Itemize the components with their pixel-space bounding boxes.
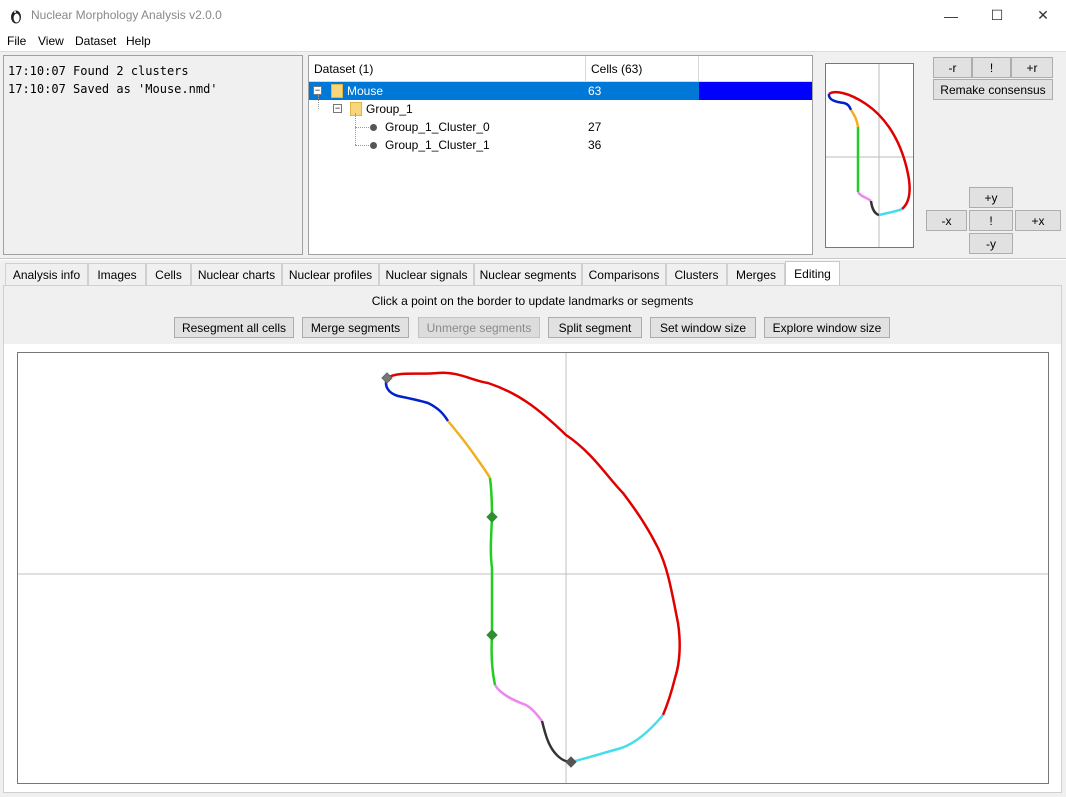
tree-connector xyxy=(318,95,319,109)
tree-row-count: 63 xyxy=(588,84,602,98)
collapse-icon[interactable]: − xyxy=(313,85,322,95)
panel-divider[interactable] xyxy=(0,258,1066,260)
minimize-button[interactable]: — xyxy=(944,7,958,24)
rotate-plus-button[interactable]: +r xyxy=(1011,57,1053,78)
tree-connector xyxy=(355,127,356,145)
tab-analysis-info[interactable]: Analysis info xyxy=(5,263,88,285)
consensus-preview[interactable] xyxy=(825,63,914,248)
tree-row-count: 36 xyxy=(588,138,602,152)
segment-black[interactable] xyxy=(540,720,572,764)
tab-nuclear-charts[interactable]: Nuclear charts xyxy=(191,263,282,285)
segment-orange[interactable] xyxy=(447,420,492,479)
log-panel[interactable]: 17:10:07 Found 2 clusters 17:10:07 Saved… xyxy=(3,55,303,255)
reset-rotation-button[interactable]: ! xyxy=(972,57,1011,78)
offset-right-button[interactable]: +x xyxy=(1015,210,1061,231)
close-button[interactable]: ✕ xyxy=(1037,7,1049,23)
cluster-node-icon xyxy=(370,124,377,131)
tree-connector xyxy=(355,127,369,128)
remake-consensus-button[interactable]: Remake consensus xyxy=(933,79,1053,100)
tree-header: Dataset (1) Cells (63) xyxy=(309,56,812,82)
nucleus-outline-svg[interactable] xyxy=(18,353,1048,783)
tab-nuclear-segments[interactable]: Nuclear segments xyxy=(474,263,582,285)
folder-icon xyxy=(350,102,362,116)
landmark-marker[interactable] xyxy=(486,629,498,641)
dataset-tree[interactable]: Dataset (1) Cells (63) − Mouse 63 − Grou… xyxy=(308,55,813,255)
tab-comparisons[interactable]: Comparisons xyxy=(582,263,666,285)
menu-bar: File View Dataset Help xyxy=(0,31,1066,52)
cluster-node-icon xyxy=(370,142,377,149)
tree-row-cluster-0[interactable]: Group_1_Cluster_0 27 xyxy=(309,113,812,136)
menu-dataset[interactable]: Dataset xyxy=(75,34,117,48)
editing-instruction: Click a point on the border to update la… xyxy=(371,294,694,308)
tab-cells[interactable]: Cells xyxy=(146,263,191,285)
tree-row-count: 27 xyxy=(588,120,602,134)
offset-left-button[interactable]: -x xyxy=(926,210,967,231)
segment-blue[interactable] xyxy=(384,377,450,422)
menu-view[interactable]: View xyxy=(38,34,64,48)
tree-row-label: Group_1_Cluster_0 xyxy=(385,120,490,134)
segment-cyan[interactable] xyxy=(570,714,664,764)
tree-row-mouse[interactable]: − Mouse 63 xyxy=(309,82,812,100)
landmark-marker[interactable] xyxy=(565,756,577,768)
segment-red[interactable] xyxy=(386,371,681,716)
folder-icon xyxy=(331,84,343,98)
penguin-app-icon xyxy=(11,10,21,24)
tab-editing[interactable]: Editing xyxy=(785,261,840,286)
menu-file[interactable]: File xyxy=(7,34,27,48)
offset-down-button[interactable]: -y xyxy=(969,233,1013,254)
tree-connector xyxy=(355,145,369,146)
tree-row-label: Group_1_Cluster_1 xyxy=(385,138,490,152)
unmerge-segments-button[interactable]: Unmerge segments xyxy=(418,317,540,338)
tree-row-cluster-1[interactable]: Group_1_Cluster_1 36 xyxy=(309,127,812,154)
tree-connector xyxy=(355,113,356,127)
column-header-dataset[interactable]: Dataset (1) xyxy=(309,56,586,82)
tree-row-group[interactable]: − Group_1 xyxy=(309,95,812,118)
explore-window-size-button[interactable]: Explore window size xyxy=(764,317,890,338)
rotate-minus-button[interactable]: -r xyxy=(933,57,972,78)
segment-green[interactable] xyxy=(488,477,497,686)
log-line: 17:10:07 Found 2 clusters xyxy=(8,64,189,78)
tab-clusters[interactable]: Clusters xyxy=(666,263,727,285)
dataset-color-swatch xyxy=(699,82,812,100)
split-segment-button[interactable]: Split segment xyxy=(548,317,642,338)
collapse-icon[interactable]: − xyxy=(333,103,342,113)
tab-merges[interactable]: Merges xyxy=(727,263,785,285)
resegment-all-button[interactable]: Resegment all cells xyxy=(174,317,294,338)
tab-nuclear-signals[interactable]: Nuclear signals xyxy=(379,263,474,285)
window-title: Nuclear Morphology Analysis v2.0.0 xyxy=(31,8,222,22)
offset-up-button[interactable]: +y xyxy=(969,187,1013,208)
tree-row-label: Group_1 xyxy=(366,102,413,116)
set-window-size-button[interactable]: Set window size xyxy=(650,317,756,338)
title-bar: Nuclear Morphology Analysis v2.0.0 — ☐ ✕ xyxy=(0,0,1066,31)
log-line: 17:10:07 Saved as 'Mouse.nmd' xyxy=(8,82,218,96)
tab-images[interactable]: Images xyxy=(88,263,146,285)
landmark-marker[interactable] xyxy=(381,372,393,384)
column-header-cells[interactable]: Cells (63) xyxy=(586,56,699,82)
maximize-button[interactable]: ☐ xyxy=(990,7,1004,23)
reset-offset-button[interactable]: ! xyxy=(969,210,1013,231)
menu-help[interactable]: Help xyxy=(126,34,151,48)
tree-row-label: Mouse xyxy=(347,84,384,98)
tab-nuclear-profiles[interactable]: Nuclear profiles xyxy=(282,263,379,285)
consensus-preview-shape xyxy=(826,64,913,247)
landmark-marker[interactable] xyxy=(486,511,498,523)
merge-segments-button[interactable]: Merge segments xyxy=(302,317,409,338)
segment-pink[interactable] xyxy=(493,684,543,722)
nucleus-outline-chart[interactable] xyxy=(17,352,1049,784)
